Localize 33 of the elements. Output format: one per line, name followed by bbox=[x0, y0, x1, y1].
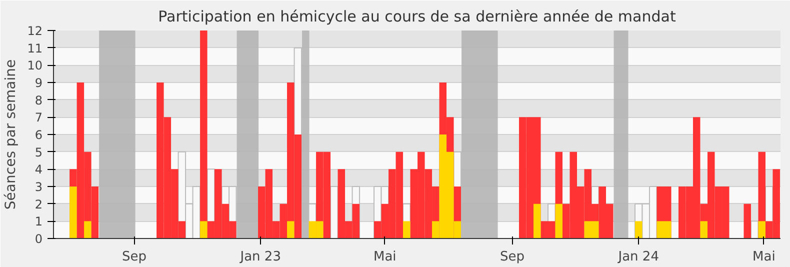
x-tick-label: Sep bbox=[500, 250, 525, 264]
y-axis-title: Séances par semaine bbox=[3, 59, 20, 210]
bar bbox=[700, 221, 708, 238]
y-tick-label: 11 bbox=[27, 41, 43, 56]
y-tick-label: 6 bbox=[34, 128, 43, 142]
bar bbox=[200, 221, 208, 238]
x-tick-label: Jan 23 bbox=[239, 250, 281, 264]
y-tick-label: 1 bbox=[34, 214, 43, 229]
chart-title: Participation en hémicycle au cours de sa dernière année de mandat bbox=[158, 8, 676, 26]
bar bbox=[758, 221, 766, 238]
y-tick-label: 2 bbox=[34, 197, 43, 212]
y-tick-label: 9 bbox=[34, 76, 43, 90]
y-tick-label: 12 bbox=[27, 24, 43, 38]
bar bbox=[534, 204, 541, 238]
bar bbox=[84, 221, 92, 238]
y-tick-label: 8 bbox=[34, 93, 43, 108]
x-tick-label: Sep bbox=[122, 250, 147, 264]
y-tick-label: 5 bbox=[34, 145, 43, 160]
bar bbox=[403, 221, 410, 238]
y-tick-label: 3 bbox=[34, 180, 43, 194]
bar bbox=[287, 221, 294, 238]
bar bbox=[555, 204, 563, 238]
bar bbox=[634, 221, 642, 238]
y-tick-label: 4 bbox=[34, 162, 43, 177]
y-tick-label: 10 bbox=[27, 58, 43, 73]
x-tick-label: Jan 24 bbox=[617, 250, 659, 264]
x-tick-label: Mai bbox=[752, 250, 776, 264]
x-tick-label: Mai bbox=[374, 250, 396, 264]
bar bbox=[330, 186, 338, 238]
y-tick-label: 0 bbox=[34, 232, 43, 246]
bar bbox=[744, 204, 751, 238]
y-tick-label: 7 bbox=[34, 110, 43, 125]
bar bbox=[70, 186, 77, 238]
